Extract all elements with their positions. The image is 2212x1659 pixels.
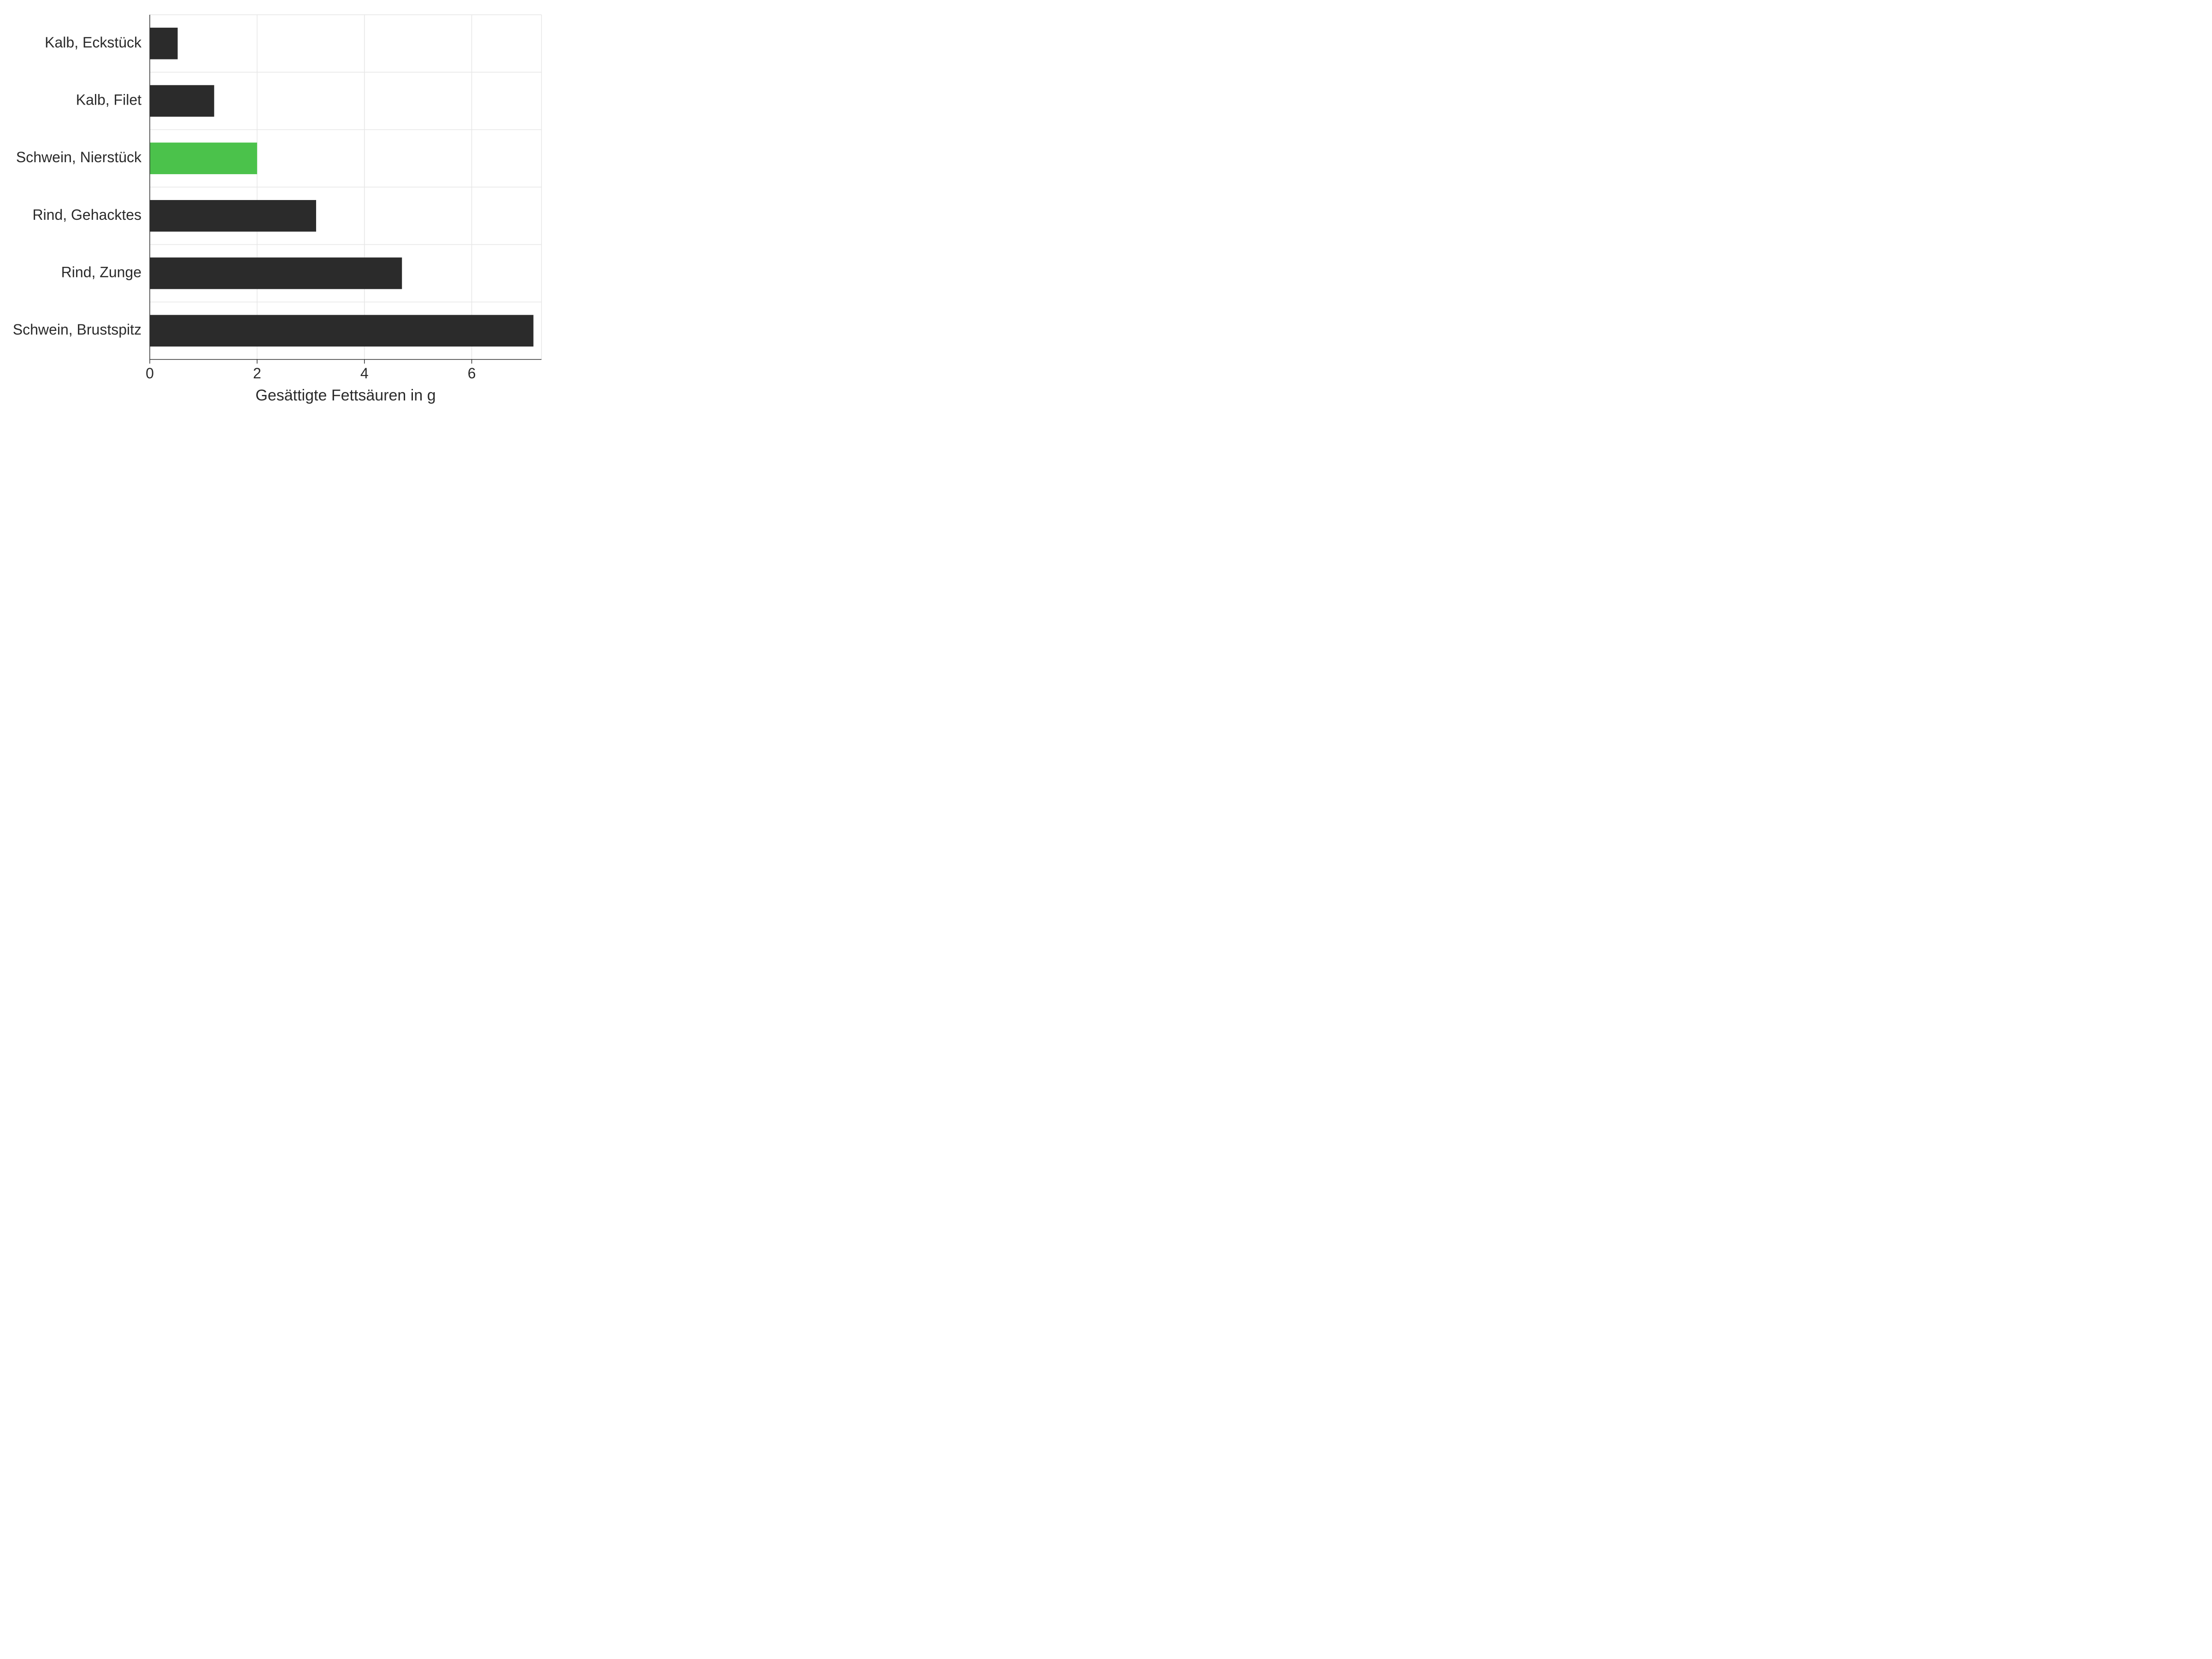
x-axis-tick-label: 4 [360, 365, 369, 382]
bar [150, 28, 178, 59]
bar [150, 85, 214, 117]
bar [150, 258, 402, 289]
bar [150, 315, 534, 347]
bar-chart: Kalb, Eckstück Kalb, Filet Schwein, Nierst… [0, 0, 2212, 417]
bar [150, 200, 316, 232]
y-axis-label: Rind, Gehacktes [32, 206, 141, 223]
bar [150, 142, 257, 174]
y-axis-label: Schwein, Brustspitz [13, 321, 141, 338]
chart-svg: Kalb, Eckstück Kalb, Filet Schwein, Nierst… [0, 0, 553, 415]
y-axis-label: Kalb, Filet [76, 91, 141, 108]
y-axis-label: Kalb, Eckstück [45, 34, 142, 51]
y-axis-label: Rind, Zunge [61, 264, 141, 280]
y-axis-label: Schwein, Nierstück [16, 149, 142, 165]
x-axis-tick-label: 6 [468, 365, 476, 382]
x-axis-title: Gesättigte Fettsäuren in g [255, 387, 435, 404]
x-axis-tick-label: 2 [253, 365, 261, 382]
x-axis-tick-label: 0 [146, 365, 154, 382]
